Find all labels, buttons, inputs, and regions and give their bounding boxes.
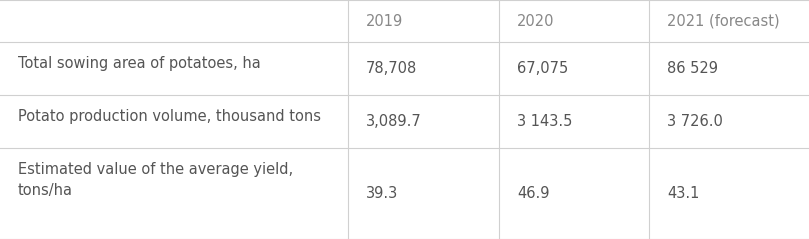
Text: 86 529: 86 529 — [667, 61, 718, 76]
Text: 3,089.7: 3,089.7 — [366, 114, 421, 129]
Text: 2019: 2019 — [366, 13, 403, 28]
Text: 46.9: 46.9 — [517, 186, 549, 201]
Text: Total sowing area of potatoes, ha: Total sowing area of potatoes, ha — [18, 56, 260, 71]
Text: 43.1: 43.1 — [667, 186, 699, 201]
Text: 2021 (forecast): 2021 (forecast) — [667, 13, 780, 28]
Text: 3 143.5: 3 143.5 — [517, 114, 573, 129]
Text: 2020: 2020 — [517, 13, 554, 28]
Text: 78,708: 78,708 — [366, 61, 417, 76]
Text: Potato production volume, thousand tons: Potato production volume, thousand tons — [18, 109, 321, 124]
Text: 39.3: 39.3 — [366, 186, 398, 201]
Text: 3 726.0: 3 726.0 — [667, 114, 723, 129]
Text: 67,075: 67,075 — [517, 61, 568, 76]
Text: Estimated value of the average yield,
tons/ha: Estimated value of the average yield, to… — [18, 162, 293, 198]
